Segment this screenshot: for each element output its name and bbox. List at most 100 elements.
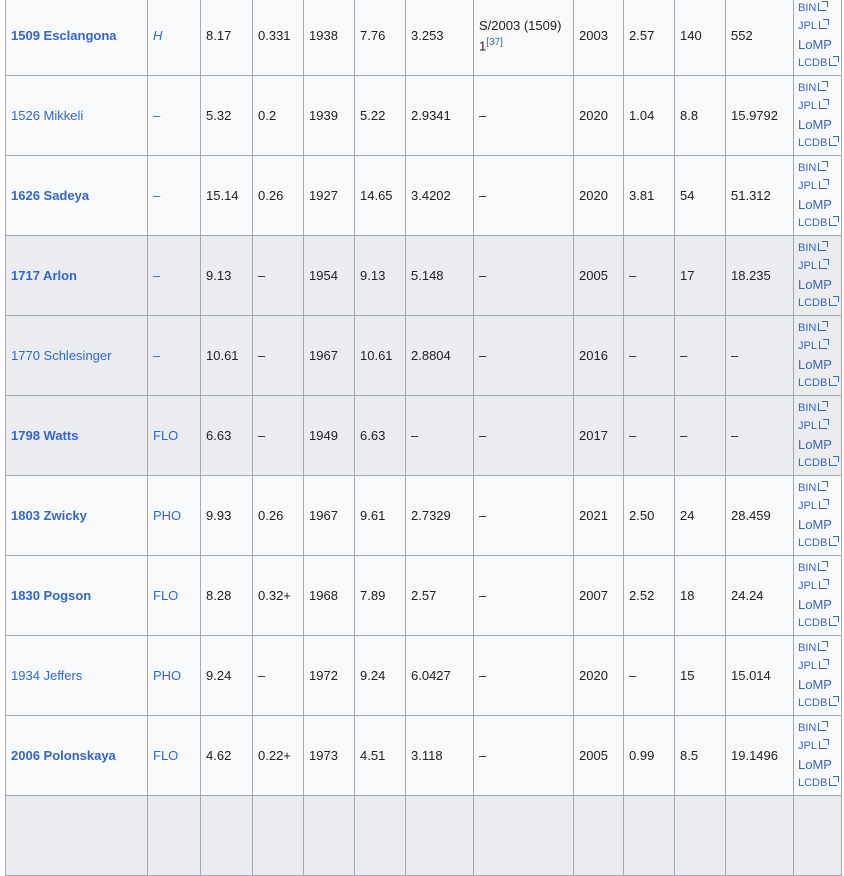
ref-link-jpl[interactable]: JPL [798, 737, 837, 756]
ref-link-jpl[interactable]: JPL [798, 177, 837, 196]
ref-link-lomp[interactable]: LoMP [798, 196, 837, 215]
ref-link-label: BIN [798, 1, 817, 14]
ref-link-bin[interactable]: BIN [798, 239, 837, 258]
group-link[interactable]: – [153, 107, 161, 123]
ref-link-lcdb[interactable]: LCDB [798, 774, 840, 793]
asteroid-name-link[interactable]: 1770 Schlesinger [11, 347, 112, 363]
ref-link-lomp[interactable]: LoMP [798, 356, 837, 375]
value-cell-c10 [623, 795, 675, 876]
refs-cell: BIN JPL LoMP LCDB [793, 75, 842, 156]
refs-cell: BIN JPL LoMP LCDB [793, 315, 842, 396]
ref-link-lomp[interactable]: LoMP [798, 116, 837, 135]
external-link-icon [818, 480, 829, 491]
table-row [5, 795, 842, 876]
cell-value: 7.76 [360, 27, 386, 43]
ref-link-bin[interactable]: BIN [798, 0, 837, 17]
ref-link-bin[interactable]: BIN [798, 79, 837, 98]
ref-link-jpl[interactable]: JPL [798, 337, 837, 356]
ref-link-lomp[interactable]: LoMP [798, 276, 837, 295]
refs-cell: BIN JPL LoMP LCDB [793, 555, 842, 636]
group-link[interactable]: FLO [153, 587, 179, 603]
binary-asteroid-table: 1509 Esclangona H 8.17 0.331 1938 7.76 3.253 S/… [5, 0, 842, 876]
group-link[interactable]: PHO [153, 667, 182, 683]
binary-asteroid-table-container: 1509 Esclangona H 8.17 0.331 1938 7.76 3.253 S/… [5, 0, 842, 876]
satellite-designation: S/2003 (1509) 1 [479, 17, 562, 54]
asteroid-name-link[interactable]: 1934 Jeffers [11, 667, 83, 683]
ref-link-jpl[interactable]: JPL [798, 577, 837, 596]
ref-link-jpl[interactable]: JPL [798, 417, 837, 436]
group-link[interactable]: H [153, 27, 163, 43]
ref-link-lomp[interactable]: LoMP [798, 756, 837, 775]
asteroid-name-link[interactable]: 1717 Arlon [11, 267, 77, 283]
value-cell-c7: 2.9341 [405, 75, 474, 156]
value-cell-c12 [725, 795, 794, 876]
asteroid-name-link[interactable]: 1526 Mikkeli [11, 107, 84, 123]
value-cell-c11: 24 [674, 475, 726, 556]
ref-link-lomp[interactable]: LoMP [798, 596, 837, 615]
ref-link-bin[interactable]: BIN [798, 479, 837, 498]
value-cell-c11: 15 [674, 635, 726, 716]
ref-link-lcdb[interactable]: LCDB [798, 294, 840, 313]
ref-link-lcdb[interactable]: LCDB [798, 694, 840, 713]
satellite-designation: – [479, 668, 487, 683]
ref-link-bin[interactable]: BIN [798, 319, 837, 338]
value-cell-c6: 6.63 [354, 395, 406, 476]
asteroid-name-cell [5, 795, 148, 876]
asteroid-name-cell: 1717 Arlon [5, 235, 148, 316]
ref-link-label: LCDB [798, 697, 828, 709]
asteroid-name-link[interactable]: 1798 Watts [11, 427, 79, 443]
value-cell-c11: – [674, 395, 726, 476]
value-cell-c9: 2003 [573, 0, 624, 76]
asteroid-name-link[interactable]: 1803 Zwicky [11, 507, 87, 523]
group-link[interactable]: – [153, 267, 161, 283]
group-cell: – [147, 155, 201, 236]
ref-link-lcdb[interactable]: LCDB [798, 454, 840, 473]
ref-link-bin[interactable]: BIN [798, 719, 837, 738]
ref-link-lcdb[interactable]: LCDB [798, 54, 840, 73]
group-link[interactable]: – [153, 187, 161, 203]
ref-link-bin[interactable]: BIN [798, 559, 837, 578]
cell-value: 0.26 [258, 507, 284, 523]
cell-value: – [629, 427, 637, 443]
ref-link-jpl[interactable]: JPL [798, 497, 837, 516]
asteroid-name-link[interactable]: 1626 Sadeya [11, 187, 90, 203]
asteroid-name-link[interactable]: 1830 Pogson [11, 587, 92, 603]
external-link-icon [818, 99, 829, 109]
ref-link-bin[interactable]: BIN [798, 399, 837, 418]
cell-value: 9.24 [360, 667, 386, 683]
satellite-designation-cell: – [473, 155, 574, 236]
ref-link-jpl[interactable]: JPL [798, 17, 837, 36]
cell-value: 15.9792 [731, 107, 778, 123]
ref-link-lomp[interactable]: LoMP [798, 676, 837, 695]
group-link[interactable]: PHO [153, 507, 182, 523]
value-cell-c7: 2.57 [405, 555, 474, 636]
ref-link-lcdb[interactable]: LCDB [798, 214, 840, 233]
ref-link-jpl[interactable]: JPL [798, 657, 837, 676]
ref-link-lcdb[interactable]: LCDB [798, 614, 840, 633]
group-link[interactable]: – [153, 347, 161, 363]
ref-link-label: LCDB [798, 217, 828, 229]
value-cell-c5: 1967 [303, 315, 355, 396]
ref-link-bin[interactable]: BIN [798, 639, 837, 658]
ref-link-lcdb[interactable]: LCDB [798, 534, 840, 553]
group-link[interactable]: FLO [153, 427, 179, 443]
ref-link-lcdb[interactable]: LCDB [798, 374, 840, 393]
value-cell-c12: 18.235 [725, 235, 794, 316]
group-link[interactable]: FLO [153, 747, 179, 763]
asteroid-name-link[interactable]: 1509 Esclangona [11, 27, 117, 43]
ref-link-lcdb[interactable]: LCDB [798, 134, 840, 153]
cell-value: 9.61 [360, 507, 386, 523]
value-cell-c9: 2020 [573, 155, 624, 236]
ref-link-jpl[interactable]: JPL [798, 97, 837, 116]
cell-value: 140 [680, 27, 702, 43]
cell-value: 1954 [309, 267, 338, 283]
cell-value: – [258, 267, 266, 283]
ref-link-lomp[interactable]: LoMP [798, 36, 837, 55]
value-cell-c3: 5.32 [200, 75, 253, 156]
ref-link-lomp[interactable]: LoMP [798, 516, 837, 535]
ref-link-jpl[interactable]: JPL [798, 257, 837, 276]
asteroid-name-link[interactable]: 2006 Polonskaya [11, 747, 116, 763]
ref-link-bin[interactable]: BIN [798, 159, 837, 178]
ref-link-lomp[interactable]: LoMP [798, 436, 837, 455]
reference-link[interactable]: [37] [486, 36, 503, 48]
